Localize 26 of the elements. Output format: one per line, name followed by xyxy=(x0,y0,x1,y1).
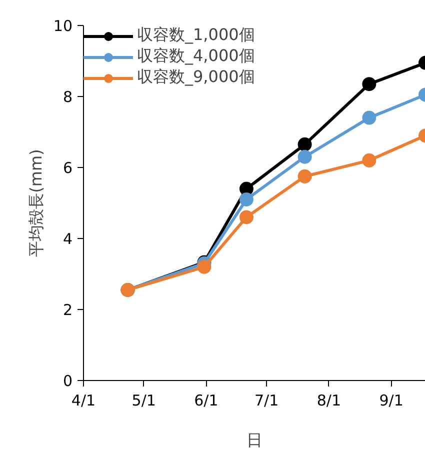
point xyxy=(298,169,312,184)
y-tick-label: 0 xyxy=(62,372,73,390)
x-tick-label: 6/1 xyxy=(194,392,218,410)
y-tick-label: 2 xyxy=(62,301,73,319)
x-tick-label: 5/1 xyxy=(132,392,156,410)
x-tick-label: 9/1 xyxy=(379,392,404,410)
point xyxy=(362,153,376,168)
point xyxy=(298,150,312,164)
legend-label: 収容数_1,000個 xyxy=(137,25,255,46)
y-axis-title: 平均殻長(mm) xyxy=(26,149,46,257)
y-tick-label: 4 xyxy=(62,230,73,248)
point xyxy=(362,110,376,125)
point xyxy=(298,137,312,152)
point xyxy=(239,192,254,206)
x-tick-label: 8/1 xyxy=(316,392,342,410)
y-tick-label: 10 xyxy=(53,17,73,35)
point xyxy=(239,210,254,224)
y-tick-label: 6 xyxy=(62,159,73,177)
legend-label: 収容数_4,000個 xyxy=(137,46,255,67)
legend-label: 収容数_9,000個 xyxy=(137,67,255,88)
x-tick-label: 7/1 xyxy=(254,392,279,410)
point xyxy=(362,77,376,92)
x-tick-label: 4/1 xyxy=(71,392,96,410)
x-axis-title: 日 xyxy=(246,430,262,450)
point xyxy=(197,260,212,274)
y-tick-label: 8 xyxy=(62,88,73,106)
